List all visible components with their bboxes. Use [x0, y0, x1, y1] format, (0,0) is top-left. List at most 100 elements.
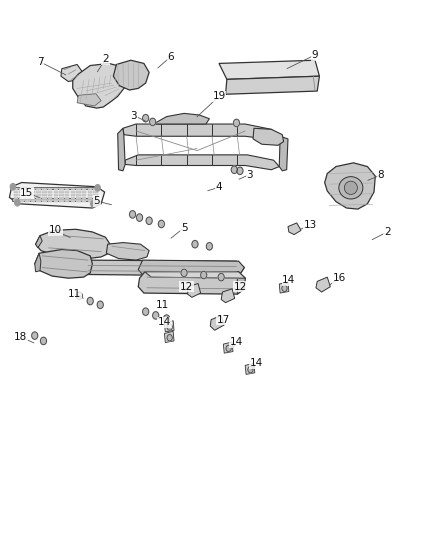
Bar — [65, 200, 69, 201]
Polygon shape — [325, 163, 375, 209]
Bar — [31, 201, 35, 202]
Bar — [31, 188, 35, 189]
Circle shape — [150, 118, 155, 126]
Text: 3: 3 — [246, 169, 253, 180]
Bar — [48, 192, 52, 193]
Bar — [88, 193, 92, 195]
Bar — [71, 200, 75, 201]
Bar — [25, 193, 29, 195]
Polygon shape — [35, 236, 42, 248]
Bar — [88, 201, 92, 202]
Polygon shape — [106, 243, 149, 260]
Circle shape — [143, 115, 149, 122]
Bar — [59, 201, 64, 202]
Bar — [14, 201, 18, 202]
Bar — [76, 197, 81, 198]
Polygon shape — [226, 76, 319, 94]
Circle shape — [95, 184, 100, 191]
Bar — [76, 195, 81, 196]
Bar — [31, 189, 35, 190]
Polygon shape — [35, 229, 111, 259]
Bar — [48, 200, 52, 201]
Bar — [19, 195, 24, 196]
Bar — [71, 195, 75, 196]
Bar — [53, 198, 58, 199]
Bar — [59, 195, 64, 196]
Bar — [19, 189, 24, 190]
Circle shape — [226, 345, 231, 352]
Bar — [71, 192, 75, 193]
Circle shape — [192, 240, 198, 248]
Bar — [88, 189, 92, 190]
Text: 2: 2 — [384, 227, 390, 237]
Bar — [19, 191, 24, 192]
Circle shape — [137, 214, 143, 221]
Circle shape — [152, 312, 159, 319]
Bar — [82, 188, 86, 189]
Ellipse shape — [339, 176, 363, 199]
Bar — [53, 193, 58, 195]
Bar — [93, 193, 98, 195]
Polygon shape — [237, 272, 245, 294]
Polygon shape — [138, 260, 244, 276]
Bar — [76, 200, 81, 201]
Bar — [42, 198, 46, 199]
Bar — [48, 193, 52, 195]
Bar — [53, 188, 58, 189]
Circle shape — [231, 166, 237, 173]
Bar — [48, 191, 52, 192]
Bar — [53, 197, 58, 198]
Bar — [31, 195, 35, 196]
Circle shape — [14, 199, 20, 206]
Text: 15: 15 — [20, 188, 34, 198]
Circle shape — [282, 285, 287, 292]
Circle shape — [218, 273, 224, 281]
Bar — [48, 189, 52, 190]
Bar — [48, 198, 52, 199]
Bar — [59, 197, 64, 198]
Text: 14: 14 — [230, 337, 243, 347]
Bar — [53, 195, 58, 196]
Text: 7: 7 — [37, 57, 43, 67]
Bar — [82, 192, 86, 193]
Bar — [48, 195, 52, 196]
Bar — [88, 192, 92, 193]
Bar — [25, 189, 29, 190]
Circle shape — [167, 324, 172, 330]
Bar — [59, 198, 64, 199]
Circle shape — [130, 211, 136, 218]
Bar — [65, 193, 69, 195]
Bar — [93, 201, 98, 202]
Bar — [19, 197, 24, 198]
Bar — [93, 188, 98, 189]
Bar — [42, 188, 46, 189]
Circle shape — [11, 183, 15, 190]
Bar — [42, 200, 46, 201]
Polygon shape — [125, 155, 279, 169]
Bar — [36, 192, 41, 193]
Polygon shape — [316, 277, 330, 292]
Bar — [14, 195, 18, 196]
Bar — [88, 191, 92, 192]
Bar — [82, 195, 86, 196]
Bar — [88, 198, 92, 199]
Polygon shape — [245, 364, 255, 374]
Circle shape — [158, 220, 164, 228]
Bar — [65, 192, 69, 193]
Bar — [14, 198, 18, 199]
Polygon shape — [138, 272, 245, 294]
Polygon shape — [79, 260, 244, 276]
Bar — [71, 197, 75, 198]
Bar — [36, 193, 41, 195]
Bar — [93, 195, 98, 196]
Circle shape — [40, 337, 46, 345]
Circle shape — [167, 335, 172, 341]
Text: 2: 2 — [102, 54, 109, 64]
Bar — [82, 197, 86, 198]
Bar — [76, 189, 81, 190]
Bar — [42, 197, 46, 198]
Bar — [48, 197, 52, 198]
Bar — [36, 189, 41, 190]
Bar — [59, 192, 64, 193]
Bar — [36, 200, 41, 201]
